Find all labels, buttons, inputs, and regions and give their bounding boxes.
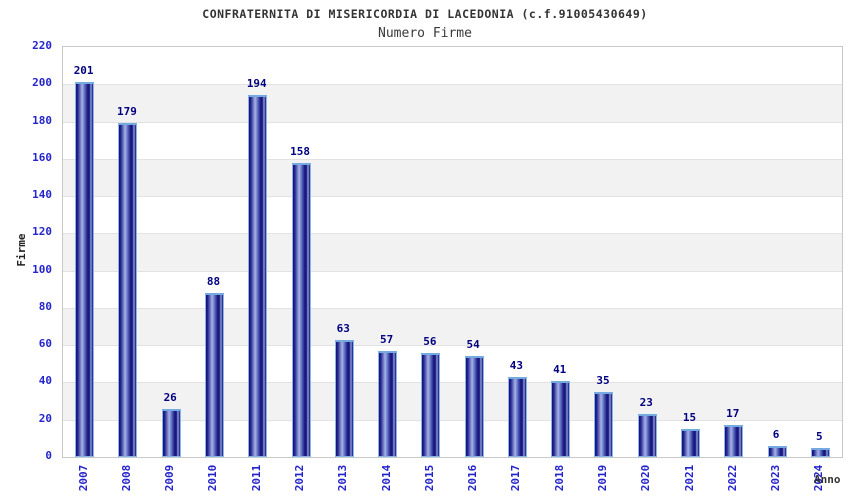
bar-2010 xyxy=(204,293,224,457)
bar-2007 xyxy=(75,82,95,457)
bar-value-2009: 26 xyxy=(163,390,177,404)
xtick-label-2021: 2021 xyxy=(682,464,696,492)
bar-2023 xyxy=(767,445,787,457)
plot-area xyxy=(62,46,843,458)
bar-2019 xyxy=(594,391,614,457)
ytick-label-120: 120 xyxy=(32,225,52,239)
xtick-label-2018: 2018 xyxy=(552,464,566,492)
bar-value-2020: 23 xyxy=(639,396,653,410)
bar-2020 xyxy=(637,414,657,457)
grid-band xyxy=(63,307,842,346)
xtick-label-2012: 2012 xyxy=(293,464,307,492)
grid-band xyxy=(63,196,842,233)
grid-band xyxy=(63,84,842,122)
bar-2012 xyxy=(291,162,311,457)
bar-value-2013: 63 xyxy=(336,321,350,335)
xtick-label-2011: 2011 xyxy=(249,464,263,492)
xtick-label-2010: 2010 xyxy=(206,464,220,492)
ytick-label-200: 200 xyxy=(32,76,52,90)
bar-value-2023: 6 xyxy=(772,427,780,441)
xtick-label-2017: 2017 xyxy=(509,464,523,492)
ytick-label-220: 220 xyxy=(32,39,52,52)
bar-2018 xyxy=(551,380,571,457)
bar-2024 xyxy=(810,447,830,457)
ytick-label-80: 80 xyxy=(38,299,52,313)
bar-value-2017: 43 xyxy=(509,358,524,372)
bar-2014 xyxy=(378,350,398,457)
chart-subtitle: Numero Firme xyxy=(378,26,472,41)
ytick-label-60: 60 xyxy=(38,337,52,351)
bar-2017 xyxy=(507,376,527,457)
bar-2015 xyxy=(421,352,441,457)
ytick-label-40: 40 xyxy=(38,374,52,388)
bar-2008 xyxy=(118,123,138,457)
xtick-label-2014: 2014 xyxy=(379,464,393,492)
xtick-label-2008: 2008 xyxy=(119,464,133,492)
bar-2022 xyxy=(724,425,744,457)
bar-value-2014: 57 xyxy=(379,332,394,346)
ytick-label-0: 0 xyxy=(45,449,52,462)
bar-2011 xyxy=(248,95,268,457)
xtick-label-2019: 2019 xyxy=(595,464,609,492)
xtick-label-2022: 2022 xyxy=(725,464,739,492)
grid-band xyxy=(63,419,842,457)
xtick-label-2020: 2020 xyxy=(639,464,653,492)
bar-value-2008: 179 xyxy=(116,105,137,119)
chart-title: CONFRATERNITA DI MISERICORDIA DI LACEDON… xyxy=(202,7,648,21)
grid-band xyxy=(63,382,842,420)
xtick-label-2013: 2013 xyxy=(336,464,350,492)
bar-2013 xyxy=(334,339,354,457)
grid-band xyxy=(63,121,842,159)
xtick-label-2023: 2023 xyxy=(769,464,783,492)
x-axis-title: Anno xyxy=(814,473,841,486)
bar-value-2021: 15 xyxy=(682,411,697,425)
grid-band xyxy=(63,270,842,308)
bar-value-2019: 35 xyxy=(596,373,610,387)
xtick-label-2016: 2016 xyxy=(466,464,480,492)
bar-value-2018: 41 xyxy=(553,362,567,376)
xtick-label-2009: 2009 xyxy=(163,464,177,492)
xtick-label-2007: 2007 xyxy=(76,464,90,492)
bar-value-2012: 158 xyxy=(290,144,310,158)
grid-band xyxy=(63,158,842,197)
grid-band xyxy=(63,233,842,271)
ytick-label-140: 140 xyxy=(32,188,52,202)
y-axis-title: Firme xyxy=(15,233,28,267)
grid-band xyxy=(63,47,842,84)
xtick-label-2015: 2015 xyxy=(422,464,436,492)
bar-value-2007: 201 xyxy=(73,64,94,78)
bar-value-2024: 5 xyxy=(816,429,823,443)
bar-2021 xyxy=(681,429,701,457)
ytick-label-160: 160 xyxy=(32,150,52,164)
bar-2016 xyxy=(464,356,484,457)
ytick-label-180: 180 xyxy=(32,113,52,127)
ytick-label-20: 20 xyxy=(38,411,52,425)
bar-2009 xyxy=(161,408,181,457)
bar-value-2015: 56 xyxy=(423,334,437,348)
bar-value-2011: 194 xyxy=(246,77,267,91)
bar-value-2016: 54 xyxy=(466,338,480,352)
ytick-label-100: 100 xyxy=(32,262,52,276)
bar-value-2010: 88 xyxy=(206,275,221,288)
grid-band xyxy=(63,345,842,382)
bar-value-2022: 17 xyxy=(726,407,740,421)
